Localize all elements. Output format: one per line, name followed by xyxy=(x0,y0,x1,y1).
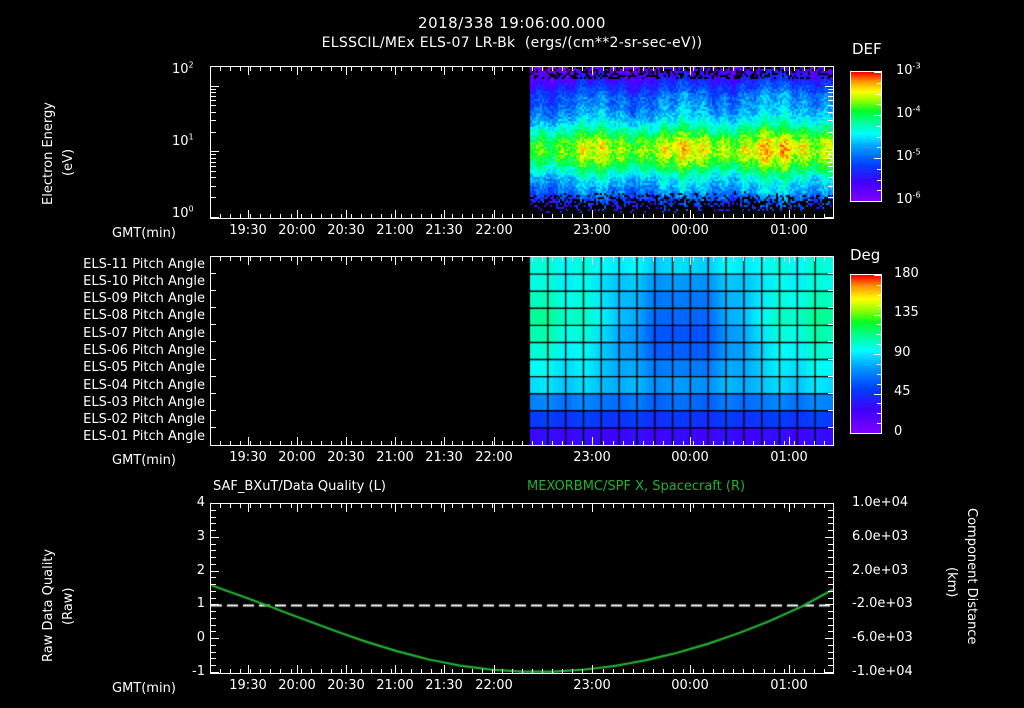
panel3-left-ytick-label: 4 xyxy=(196,495,205,510)
page-title: 2018/338 19:06:00.000 xyxy=(418,14,606,32)
xtick-label: 21:00 xyxy=(376,678,414,693)
pitch-angle-row-label: ELS-04 Pitch Angle xyxy=(83,378,205,393)
xtick-label: 19:30 xyxy=(229,678,267,693)
def-cbar-label-1: 10-4 xyxy=(896,104,921,121)
panel3-title-right: MEXORBMC/SPF X, Spacecraft (R) xyxy=(527,479,746,494)
panel1-ylabel-line1: Electron Energy xyxy=(41,102,56,205)
pitch-angle-row-label: ELS-08 Pitch Angle xyxy=(83,308,205,323)
panel1-xtick-labels: 19:30 20:00 20:30 21:00 21:30 22:00 23:00 00:00… xyxy=(210,224,834,244)
xtick-label: 01:00 xyxy=(770,223,808,238)
pitch-angle-row-label: ELS-09 Pitch Angle xyxy=(83,291,205,306)
panel3-left-ytick-labels: 4 3 2 1 0 -1 xyxy=(160,495,205,685)
panel3-right-ylabel-line1: Component Distance xyxy=(964,508,979,645)
pitch-angle-row-label: ELS-11 Pitch Angle xyxy=(83,257,205,272)
pitch-angle-canvas xyxy=(211,257,833,445)
xtick-label: 23:00 xyxy=(573,223,611,238)
xtick-label: 23:00 xyxy=(573,450,611,465)
xtick-label: 22:00 xyxy=(475,450,513,465)
panel1-xaxis-label: GMT(min) xyxy=(112,226,176,241)
xtick-label: 00:00 xyxy=(671,223,709,238)
panel3-right-ytick-label: -6.0e+03 xyxy=(852,630,913,645)
panel2-xaxis-label: GMT(min) xyxy=(112,453,176,468)
deg-cbar-label-0: 0 xyxy=(894,424,903,439)
panel3-left-ytick-label: 0 xyxy=(196,630,205,645)
def-colorbar-title: DEF xyxy=(852,40,882,58)
def-colorbar[interactable] xyxy=(850,71,882,202)
xtick-label: 20:00 xyxy=(278,223,316,238)
panel3-ylabel-line1: Raw Data Quality xyxy=(41,548,56,662)
pitch-angle-row-label: ELS-05 Pitch Angle xyxy=(83,360,205,375)
panel3-title-left: SAF_BXuT/Data Quality (L) xyxy=(213,479,386,494)
pitch-angle-row-label: ELS-10 Pitch Angle xyxy=(83,274,205,289)
def-cbar-label-2: 10-5 xyxy=(896,147,921,164)
page-subtitle: ELSSCIL/MEx ELS-07 LR-Bk (ergs/(cm**2-sr… xyxy=(321,35,703,51)
panel1-ytick-10: 101 xyxy=(172,132,194,149)
panel3-xtick-labels: 19:30 20:00 20:30 21:00 21:30 22:00 23:00 00:00… xyxy=(210,679,834,699)
xtick-label: 01:00 xyxy=(770,678,808,693)
deg-cbar-label-135: 135 xyxy=(894,305,919,320)
pitch-angle-row-labels: ELS-11 Pitch Angle ELS-10 Pitch Angle ELS-… xyxy=(0,256,205,446)
xtick-label: 21:30 xyxy=(425,450,463,465)
panel3-right-ytick-label: -1.0e+04 xyxy=(852,664,913,679)
xtick-label: 21:00 xyxy=(376,223,414,238)
panel3-right-ytick-label: 1.0e+04 xyxy=(852,495,909,510)
xtick-label: 20:30 xyxy=(327,450,365,465)
deg-colorbar-gradient xyxy=(851,275,881,433)
xtick-label: 22:00 xyxy=(475,678,513,693)
pitch-angle-row-label: ELS-03 Pitch Angle xyxy=(83,395,205,410)
def-colorbar-gradient xyxy=(851,72,881,201)
panel1-ylabel-line2: (eV) xyxy=(61,148,76,176)
xtick-label: 00:00 xyxy=(671,450,709,465)
deg-colorbar-title: Deg xyxy=(850,246,881,264)
pitch-angle-row-label: ELS-06 Pitch Angle xyxy=(83,343,205,358)
xtick-label: 21:30 xyxy=(425,223,463,238)
xtick-label: 00:00 xyxy=(671,678,709,693)
xtick-label: 20:30 xyxy=(327,223,365,238)
panel3-ylabel-line2: (Raw) xyxy=(61,587,76,626)
deg-colorbar[interactable] xyxy=(850,274,882,434)
panel3-left-ytick-label: 1 xyxy=(196,596,205,611)
xtick-label: 01:00 xyxy=(770,450,808,465)
xtick-label: 20:30 xyxy=(327,678,365,693)
panel3-right-ytick-label: 2.0e+03 xyxy=(852,563,909,578)
xtick-label: 22:00 xyxy=(475,223,513,238)
panel1-ytick-1: 100 xyxy=(172,204,194,221)
panel3-right-ytick-label: -2.0e+03 xyxy=(852,596,913,611)
panel2-xtick-labels: 19:30 20:00 20:30 21:00 21:30 22:00 23:00 00:00… xyxy=(210,451,834,471)
def-cbar-label-0: 10-3 xyxy=(896,61,921,78)
electron-energy-spectrogram-panel[interactable] xyxy=(210,66,834,219)
xtick-label: 21:00 xyxy=(376,450,414,465)
panel1-ytick-100: 102 xyxy=(172,60,194,77)
panel3-right-ytick-label: 6.0e+03 xyxy=(852,529,909,544)
panel3-left-ytick-label: 2 xyxy=(196,563,205,578)
pitch-angle-row-label: ELS-07 Pitch Angle xyxy=(83,326,205,341)
deg-cbar-label-45: 45 xyxy=(894,384,911,399)
xtick-label: 19:30 xyxy=(229,450,267,465)
panel3-right-ytick-labels: 1.0e+04 6.0e+03 2.0e+03 -2.0e+03 -6.0e+03 -1.… xyxy=(840,495,940,685)
data-quality-panel[interactable] xyxy=(210,503,834,674)
deg-cbar-label-180: 180 xyxy=(894,266,919,281)
pitch-angle-row-label: ELS-02 Pitch Angle xyxy=(83,412,205,427)
xtick-label: 21:30 xyxy=(425,678,463,693)
panel3-right-ylabel-line2: (km) xyxy=(944,567,959,598)
xtick-label: 19:30 xyxy=(229,223,267,238)
pitch-angle-panel[interactable] xyxy=(210,256,834,446)
xtick-label: 20:00 xyxy=(278,450,316,465)
deg-cbar-label-90: 90 xyxy=(894,345,911,360)
spectrogram-canvas xyxy=(211,67,833,218)
xtick-label: 23:00 xyxy=(573,678,611,693)
pitch-angle-row-label: ELS-01 Pitch Angle xyxy=(83,429,205,444)
panel3-left-ytick-label: -1 xyxy=(192,664,205,679)
panel3-left-ytick-label: 3 xyxy=(196,529,205,544)
def-cbar-label-3: 10-6 xyxy=(896,190,921,207)
panel3-xaxis-label: GMT(min) xyxy=(112,681,176,696)
data-quality-canvas xyxy=(211,504,833,673)
xtick-label: 20:00 xyxy=(278,678,316,693)
